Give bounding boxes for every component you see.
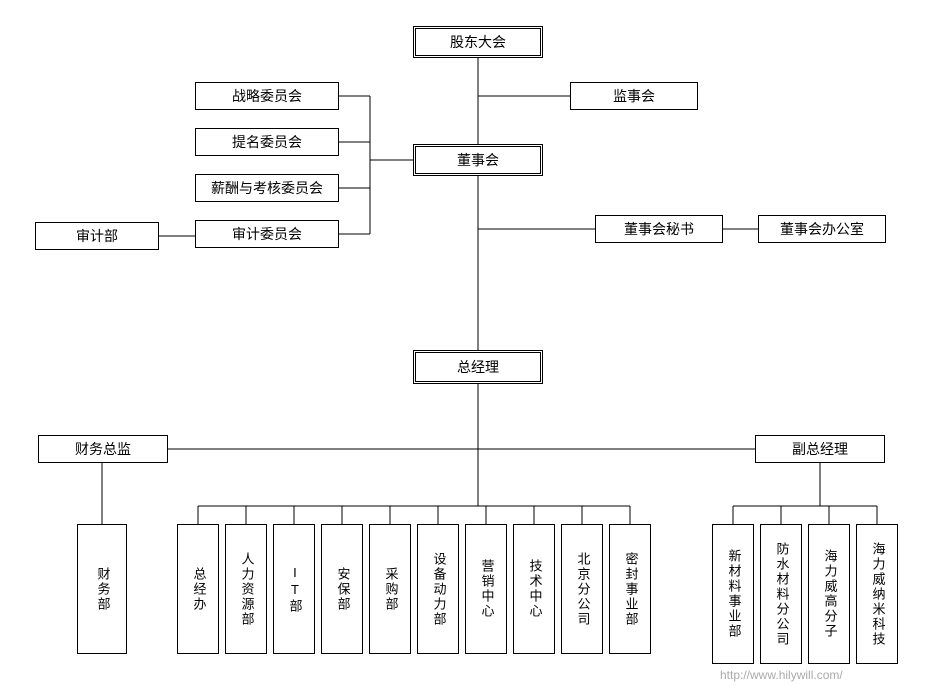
node-label: 薪酬与考核委员会 <box>211 180 323 196</box>
node-label: 北京分公司 <box>575 552 590 627</box>
node-it: IT部 <box>273 524 315 654</box>
node-dgm: 副总经理 <box>755 435 885 463</box>
node-equipment: 设备动力部 <box>417 524 459 654</box>
node-board_office: 董事会办公室 <box>758 215 886 243</box>
node-label: 战略委员会 <box>232 88 302 104</box>
node-label: 新材料事业部 <box>726 549 741 639</box>
node-tech: 技术中心 <box>513 524 555 654</box>
node-label: 总经办 <box>191 567 206 612</box>
node-audit_committee: 审计委员会 <box>195 220 339 248</box>
watermark-text: http://www.hilywill.com/ <box>720 668 843 682</box>
node-board: 董事会 <box>413 144 543 176</box>
node-label: 采购部 <box>383 567 398 612</box>
node-label: 提名委员会 <box>232 134 302 150</box>
node-label: 密封事业部 <box>623 552 638 627</box>
node-label: 防水材料分公司 <box>774 542 789 647</box>
node-label: 财务部 <box>95 567 110 612</box>
node-hr: 人力资源部 <box>225 524 267 654</box>
node-procurement: 采购部 <box>369 524 411 654</box>
node-finance: 财务部 <box>77 524 127 654</box>
node-gm: 总经理 <box>413 350 543 384</box>
node-label: 董事会办公室 <box>780 221 864 237</box>
org-chart: http://www.hilywill.com/ 股东大会监事会董事会 战略委员会… <box>0 0 941 693</box>
node-label: 总经理 <box>457 359 499 375</box>
node-security: 安保部 <box>321 524 363 654</box>
node-polymer: 海力威高分子 <box>808 524 850 664</box>
node-waterproof: 防水材料分公司 <box>760 524 802 664</box>
node-label: 设备动力部 <box>431 552 446 627</box>
node-sealing: 密封事业部 <box>609 524 651 654</box>
node-label: 人力资源部 <box>239 552 254 627</box>
node-strategy: 战略委员会 <box>195 82 339 110</box>
node-label: 技术中心 <box>527 559 542 619</box>
node-label: 海力威纳米科技 <box>870 542 885 647</box>
node-supervisory: 监事会 <box>570 82 698 110</box>
node-marketing: 营销中心 <box>465 524 507 654</box>
node-label: 副总经理 <box>792 441 848 457</box>
node-label: 营销中心 <box>479 559 494 619</box>
node-compensation: 薪酬与考核委员会 <box>195 174 339 202</box>
node-nano: 海力威纳米科技 <box>856 524 898 664</box>
node-label: 监事会 <box>613 88 655 104</box>
node-label: 财务总监 <box>75 441 131 457</box>
node-label: 股东大会 <box>450 34 506 50</box>
node-gm_office: 总经办 <box>177 524 219 654</box>
node-board_secretary: 董事会秘书 <box>595 215 723 243</box>
node-shareholders: 股东大会 <box>413 26 543 58</box>
node-label: IT部 <box>287 565 302 614</box>
node-label: 董事会 <box>457 152 499 168</box>
node-audit_dept: 审计部 <box>35 222 159 250</box>
node-label: 董事会秘书 <box>624 221 694 237</box>
node-beijing: 北京分公司 <box>561 524 603 654</box>
node-label: 海力威高分子 <box>822 549 837 639</box>
node-newmat: 新材料事业部 <box>712 524 754 664</box>
node-nomination: 提名委员会 <box>195 128 339 156</box>
node-label: 审计部 <box>76 228 118 244</box>
node-label: 安保部 <box>335 567 350 612</box>
node-cfo: 财务总监 <box>38 435 168 463</box>
node-label: 审计委员会 <box>232 226 302 242</box>
